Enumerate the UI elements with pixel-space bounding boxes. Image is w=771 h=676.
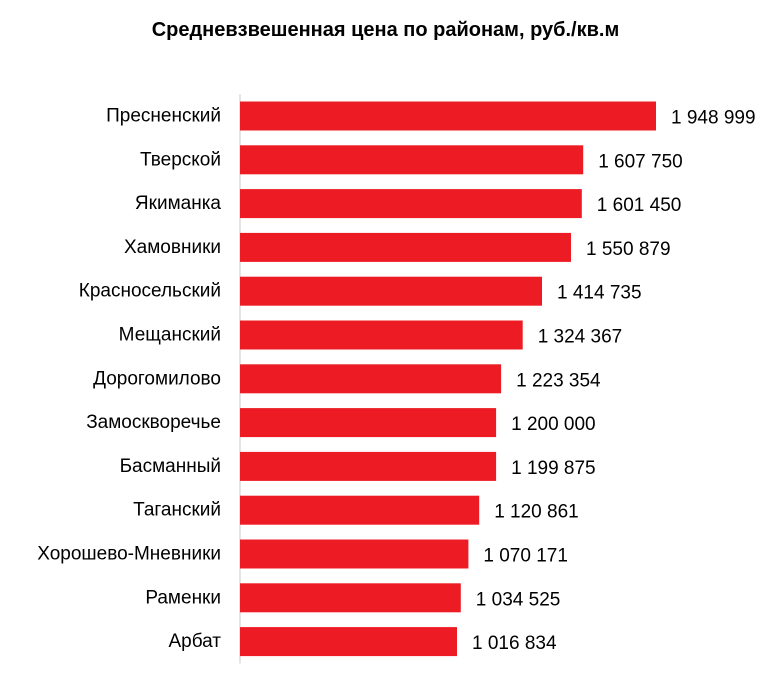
category-label: Арбат (168, 631, 221, 652)
category-label: Дорогомилово (93, 368, 221, 389)
data-label: 1 070 171 (483, 546, 568, 567)
bars-group (240, 101, 656, 657)
category-label: Мещанский (119, 325, 221, 346)
category-labels-group: Пресненский Тверской Якиманка Хамовники Крас… (37, 106, 221, 653)
data-label: 1 324 367 (538, 327, 623, 348)
bar (240, 627, 457, 657)
bar (240, 539, 469, 569)
data-label: 1 034 525 (476, 589, 561, 610)
category-label: Красносельский (79, 281, 221, 302)
category-label: Басманный (120, 456, 221, 477)
data-label: 1 948 999 (671, 108, 756, 129)
data-label: 1 120 861 (494, 502, 579, 523)
category-label: Хамовники (124, 237, 221, 258)
bar (240, 101, 656, 131)
chart-title: Средневзвешенная цена по районам, руб./к… (151, 19, 620, 41)
data-label: 1 199 875 (511, 458, 596, 479)
bar (240, 276, 542, 306)
category-label: Таганский (133, 500, 221, 521)
data-label: 1 223 354 (516, 370, 601, 391)
data-label: 1 601 450 (597, 195, 682, 216)
bar (240, 583, 461, 613)
category-label: Раменки (145, 587, 221, 608)
bar (240, 232, 571, 262)
data-label: 1 414 735 (557, 283, 642, 304)
category-label: Пресненский (106, 106, 221, 127)
category-label: Замоскворечье (86, 412, 221, 433)
value-labels-group: 1 948 999 1 607 750 1 601 450 1 550 879 1 41… (472, 108, 756, 655)
bar (240, 189, 582, 219)
bar (240, 495, 480, 525)
category-label: Хорошево-Мневники (37, 544, 221, 565)
bar (240, 145, 584, 175)
bar (240, 320, 523, 350)
bar (240, 364, 502, 394)
bar (240, 408, 497, 438)
category-label: Тверской (140, 149, 221, 170)
data-label: 1 550 879 (586, 239, 671, 260)
category-label: Якиманка (135, 193, 221, 214)
data-label: 1 016 834 (472, 633, 557, 654)
data-label: 1 200 000 (511, 414, 596, 435)
bar (240, 451, 497, 481)
data-label: 1 607 750 (598, 151, 683, 172)
